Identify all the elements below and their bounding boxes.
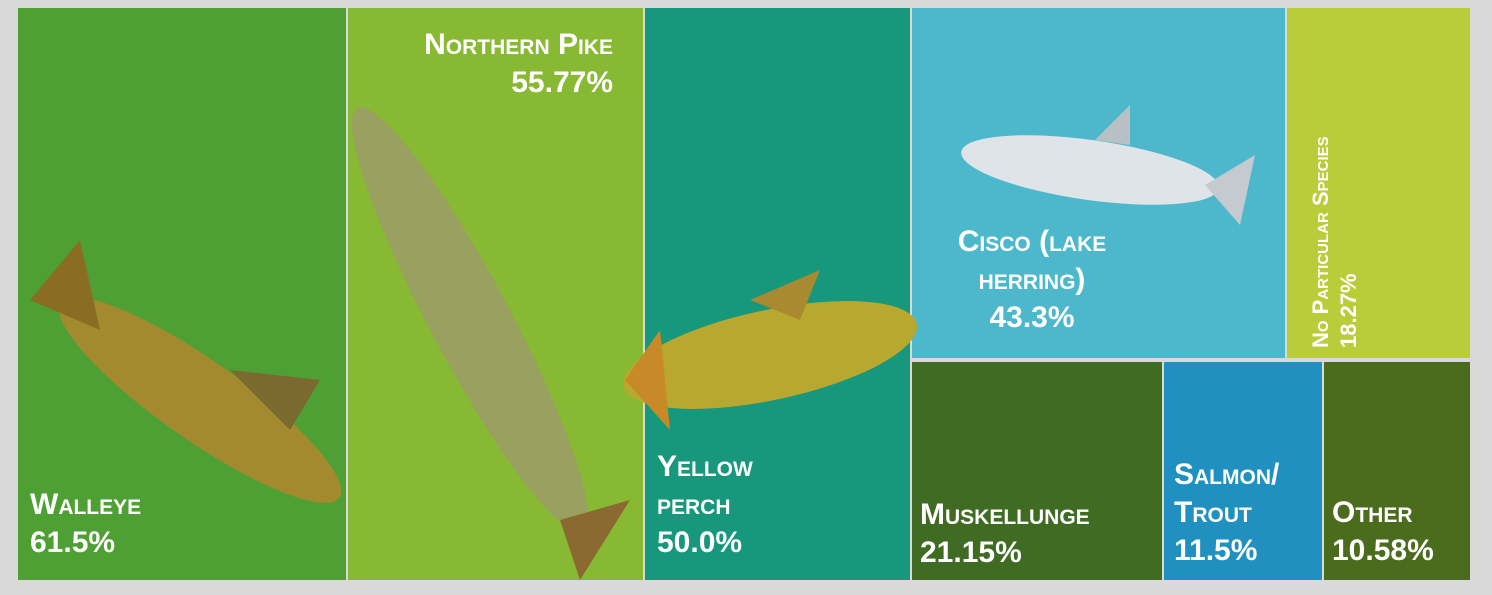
category-label: No Particular Species — [1307, 8, 1335, 348]
value-label: 18.27% — [1335, 8, 1363, 348]
value-label: 43.3% — [912, 299, 1152, 337]
value-label: 55.77% — [413, 64, 613, 102]
value-label: 50.0% — [657, 524, 817, 562]
category-label: Northern Pike — [413, 26, 613, 64]
category-label: Salmon/ Trout — [1174, 456, 1314, 532]
category-label: Cisco (lake herring) — [912, 223, 1152, 299]
tile-label: Cisco (lake herring)43.3% — [912, 223, 1152, 337]
value-label: 61.5% — [30, 524, 141, 562]
category-label: Muskellunge — [920, 496, 1090, 534]
value-label: 10.58% — [1332, 532, 1434, 570]
value-label: 11.5% — [1174, 532, 1314, 570]
value-label: 21.15% — [920, 534, 1090, 572]
treemap: Walleye61.5% Northern Pike55.77% Yellow pe… — [0, 0, 1492, 595]
category-label: Other — [1332, 494, 1434, 532]
category-label: Walleye — [30, 486, 141, 524]
category-label: Yellow perch — [657, 448, 817, 524]
